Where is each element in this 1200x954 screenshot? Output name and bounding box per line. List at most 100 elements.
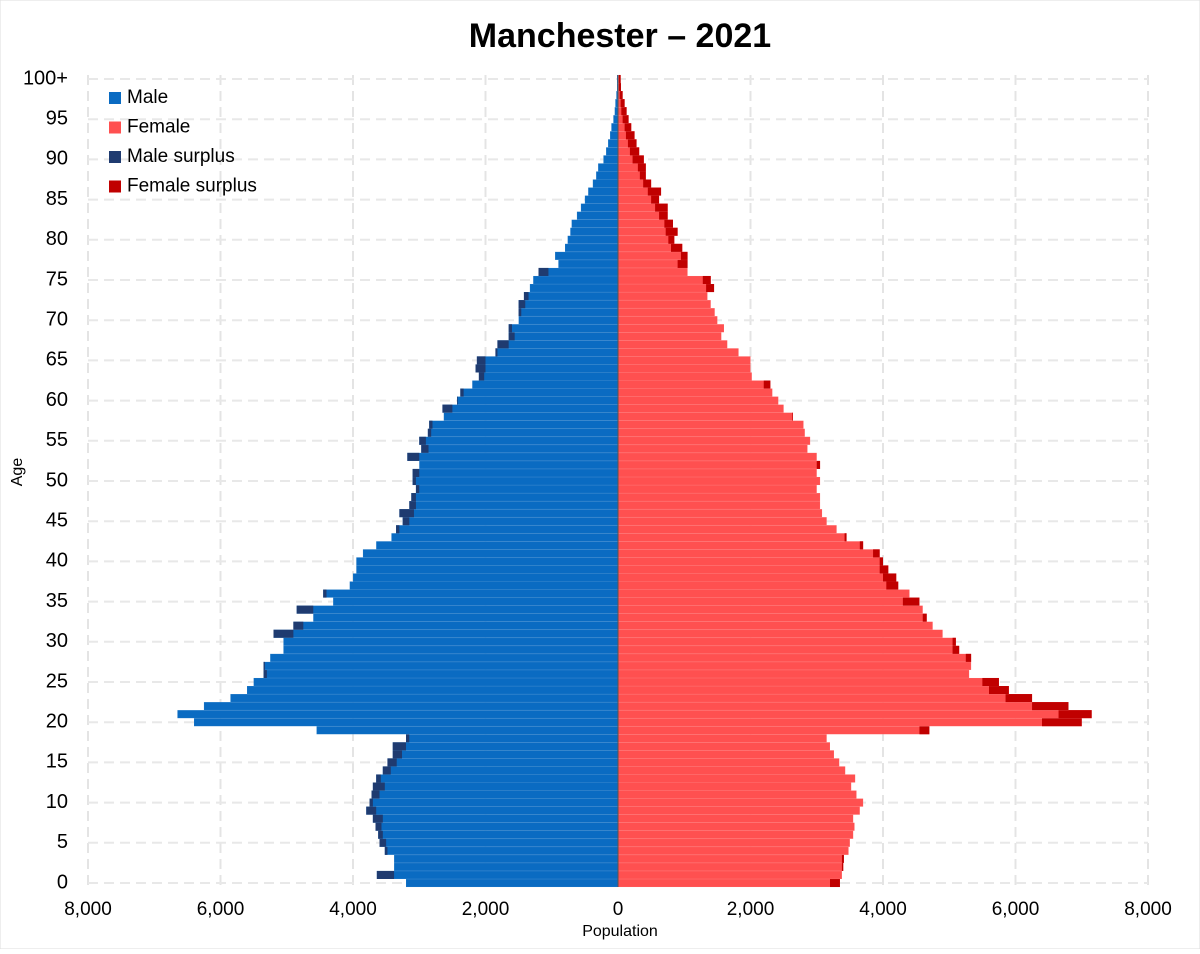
female-surplus [618, 74, 621, 84]
male-surplus [497, 340, 509, 349]
x-tick-label: 0 [613, 899, 624, 920]
female-bar [617, 364, 751, 373]
female-bar [617, 854, 845, 864]
female-bar [617, 404, 784, 413]
female-surplus [982, 677, 999, 687]
female-surplus [664, 219, 673, 228]
legend-swatch [109, 180, 121, 193]
female-bar [617, 540, 864, 550]
female-bar [617, 766, 846, 775]
y-tick-label: 10 [46, 791, 68, 813]
y-tick-label: 65 [46, 349, 68, 371]
male-bar [607, 139, 619, 148]
x-tick-label: 8,000 [1124, 899, 1172, 920]
male-bar [372, 782, 619, 791]
female-surplus [621, 107, 627, 116]
female-surplus [643, 179, 652, 188]
male-bar [393, 854, 619, 864]
female-surplus [706, 284, 715, 293]
female-surplus [651, 195, 660, 204]
female-bar [617, 870, 843, 880]
female-surplus [647, 187, 662, 196]
female-bar [617, 299, 712, 309]
y-tick-label: 75 [46, 268, 68, 290]
male-surplus [372, 814, 383, 823]
female-bar [617, 476, 821, 486]
female-bar [617, 806, 861, 815]
male-bar [177, 709, 619, 719]
female-bar [617, 452, 818, 462]
male-bar [415, 484, 619, 494]
male-surplus [460, 388, 464, 397]
y-tick-label: 30 [46, 630, 68, 652]
legend-label: Female [127, 117, 190, 138]
female-surplus [859, 541, 864, 550]
x-tick-label: 6,000 [197, 899, 245, 920]
female-bar [617, 315, 718, 325]
male-surplus [263, 661, 265, 670]
male-bar [349, 581, 619, 590]
female-surplus [680, 251, 688, 260]
x-tick-label: 2,000 [727, 899, 775, 920]
male-bar [478, 372, 619, 381]
female-bar [617, 339, 728, 349]
female-bar [617, 661, 972, 671]
female-surplus [879, 557, 883, 566]
female-bar [617, 581, 899, 590]
female-surplus [830, 878, 840, 888]
male-bar [407, 452, 619, 462]
female-bar [617, 645, 960, 655]
male-bar [471, 380, 619, 389]
x-tick-label: 6,000 [992, 899, 1040, 920]
female-bar [617, 621, 933, 631]
male-bar [356, 565, 619, 574]
male-bar [420, 444, 619, 454]
male-bar [518, 307, 619, 317]
female-surplus [1058, 710, 1092, 719]
female-surplus [668, 235, 675, 244]
female-bar [617, 782, 852, 791]
female-bar [617, 629, 943, 639]
male-bar [592, 179, 619, 188]
male-bar [253, 677, 619, 687]
male-bar [246, 685, 619, 695]
male-bar [418, 460, 619, 470]
legend-swatch [109, 121, 121, 134]
male-bar [442, 404, 619, 413]
male-bar [392, 750, 619, 759]
y-tick-label: 80 [46, 228, 68, 250]
female-bar [617, 549, 880, 558]
male-bar [399, 508, 619, 518]
male-bar [595, 171, 619, 180]
female-bar [617, 428, 806, 438]
male-bar [538, 267, 619, 277]
male-bar [203, 701, 619, 711]
y-tick-label: 55 [46, 429, 68, 451]
male-bar [476, 356, 619, 365]
female-bar [617, 709, 1092, 719]
female-bar [617, 653, 972, 663]
female-surplus [625, 131, 635, 140]
male-bar [263, 661, 619, 671]
female-bar [617, 348, 739, 357]
male-surplus [293, 621, 304, 630]
female-bar [617, 725, 930, 735]
male-surplus [263, 669, 267, 678]
female-bar [617, 613, 928, 622]
male-surplus [429, 420, 433, 429]
male-bar [584, 195, 619, 204]
male-surplus [415, 485, 420, 494]
female-bar [617, 331, 722, 341]
female-bar [617, 605, 924, 614]
male-bar [263, 669, 619, 679]
legend-swatch [109, 92, 121, 104]
male-bar [283, 645, 619, 655]
female-bar [617, 500, 821, 510]
female-bar [617, 677, 1000, 687]
male-surplus [411, 493, 416, 502]
female-surplus [844, 533, 847, 542]
male-bar [603, 155, 619, 164]
male-surplus [376, 774, 381, 783]
female-surplus [702, 275, 711, 285]
